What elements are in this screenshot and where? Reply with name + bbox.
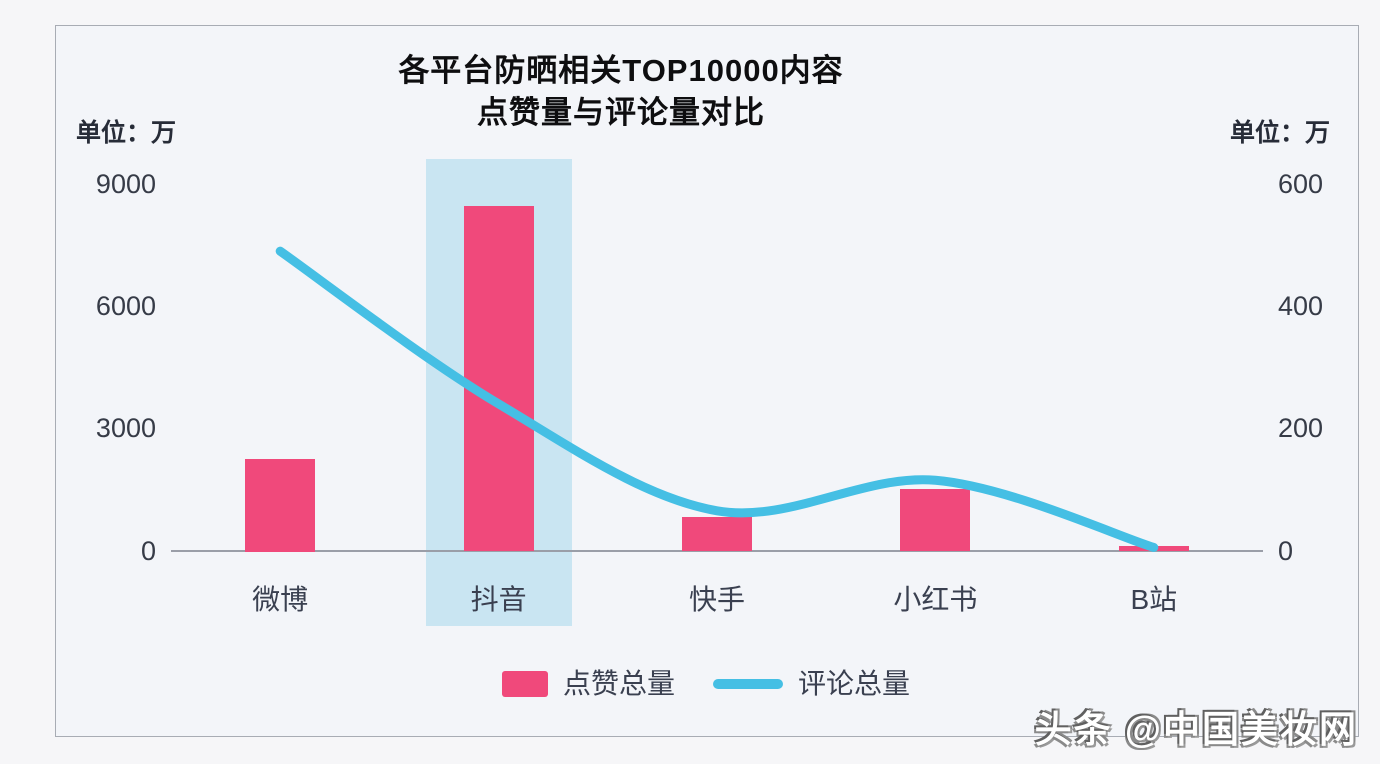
x-axis-category-label: B站 bbox=[1130, 584, 1178, 615]
watermark: 头条 @中国美妆网 bbox=[1034, 709, 1358, 750]
y-axis-right-tick-label: 0 bbox=[1278, 535, 1294, 566]
x-axis-category-label: 微博 bbox=[252, 584, 309, 615]
comments-legend-swatch bbox=[713, 679, 783, 689]
likes-bar bbox=[245, 458, 316, 552]
y-axis-right-tick-label: 600 bbox=[1278, 169, 1324, 199]
x-axis-category-label: 快手 bbox=[688, 584, 745, 615]
unit-label-right: 单位：万 bbox=[1229, 119, 1330, 147]
likes-bar bbox=[1118, 546, 1189, 552]
y-axis-right-tick-label: 200 bbox=[1278, 413, 1324, 444]
likes-legend-label: 点赞总量 bbox=[562, 668, 675, 699]
likes-bar bbox=[900, 488, 971, 552]
plot-area: 9000 6000 3000 0 600 400 200 0 微博 抖音 快手 小红书 B站 bbox=[56, 26, 1358, 736]
y-axis-left-tick-label: 3000 bbox=[95, 413, 156, 444]
chart-title-line1: 各平台防晒相关TOP10000内容 bbox=[398, 53, 844, 88]
comments-line-chart bbox=[275, 246, 1159, 552]
x-axis-category-label: 抖音 bbox=[470, 584, 527, 615]
comments-line bbox=[275, 246, 1159, 552]
chart-card: 各平台防晒相关TOP10000内容 点赞量与评论量对比 单位：万 单位：万 90… bbox=[55, 25, 1359, 737]
y-axis-right-tick-label: 400 bbox=[1278, 291, 1324, 322]
likes-bar bbox=[463, 206, 534, 552]
comments-legend-label: 评论总量 bbox=[798, 668, 911, 699]
unit-label-left: 单位：万 bbox=[76, 119, 177, 147]
y-axis-left-tick-label: 9000 bbox=[95, 169, 156, 199]
likes-bar bbox=[682, 516, 752, 552]
likes-legend-swatch bbox=[501, 671, 548, 697]
chart-legend: 点赞总量 评论总量 bbox=[56, 667, 1356, 701]
y-axis-left-tick-label: 6000 bbox=[95, 291, 156, 322]
x-axis-category-label: 小红书 bbox=[893, 584, 978, 615]
chart-title-line2: 点赞量与评论量对比 bbox=[477, 95, 765, 130]
y-axis-left-tick-label: 0 bbox=[140, 535, 156, 566]
chart-title: 各平台防晒相关TOP10000内容 点赞量与评论量对比 bbox=[56, 50, 1186, 134]
